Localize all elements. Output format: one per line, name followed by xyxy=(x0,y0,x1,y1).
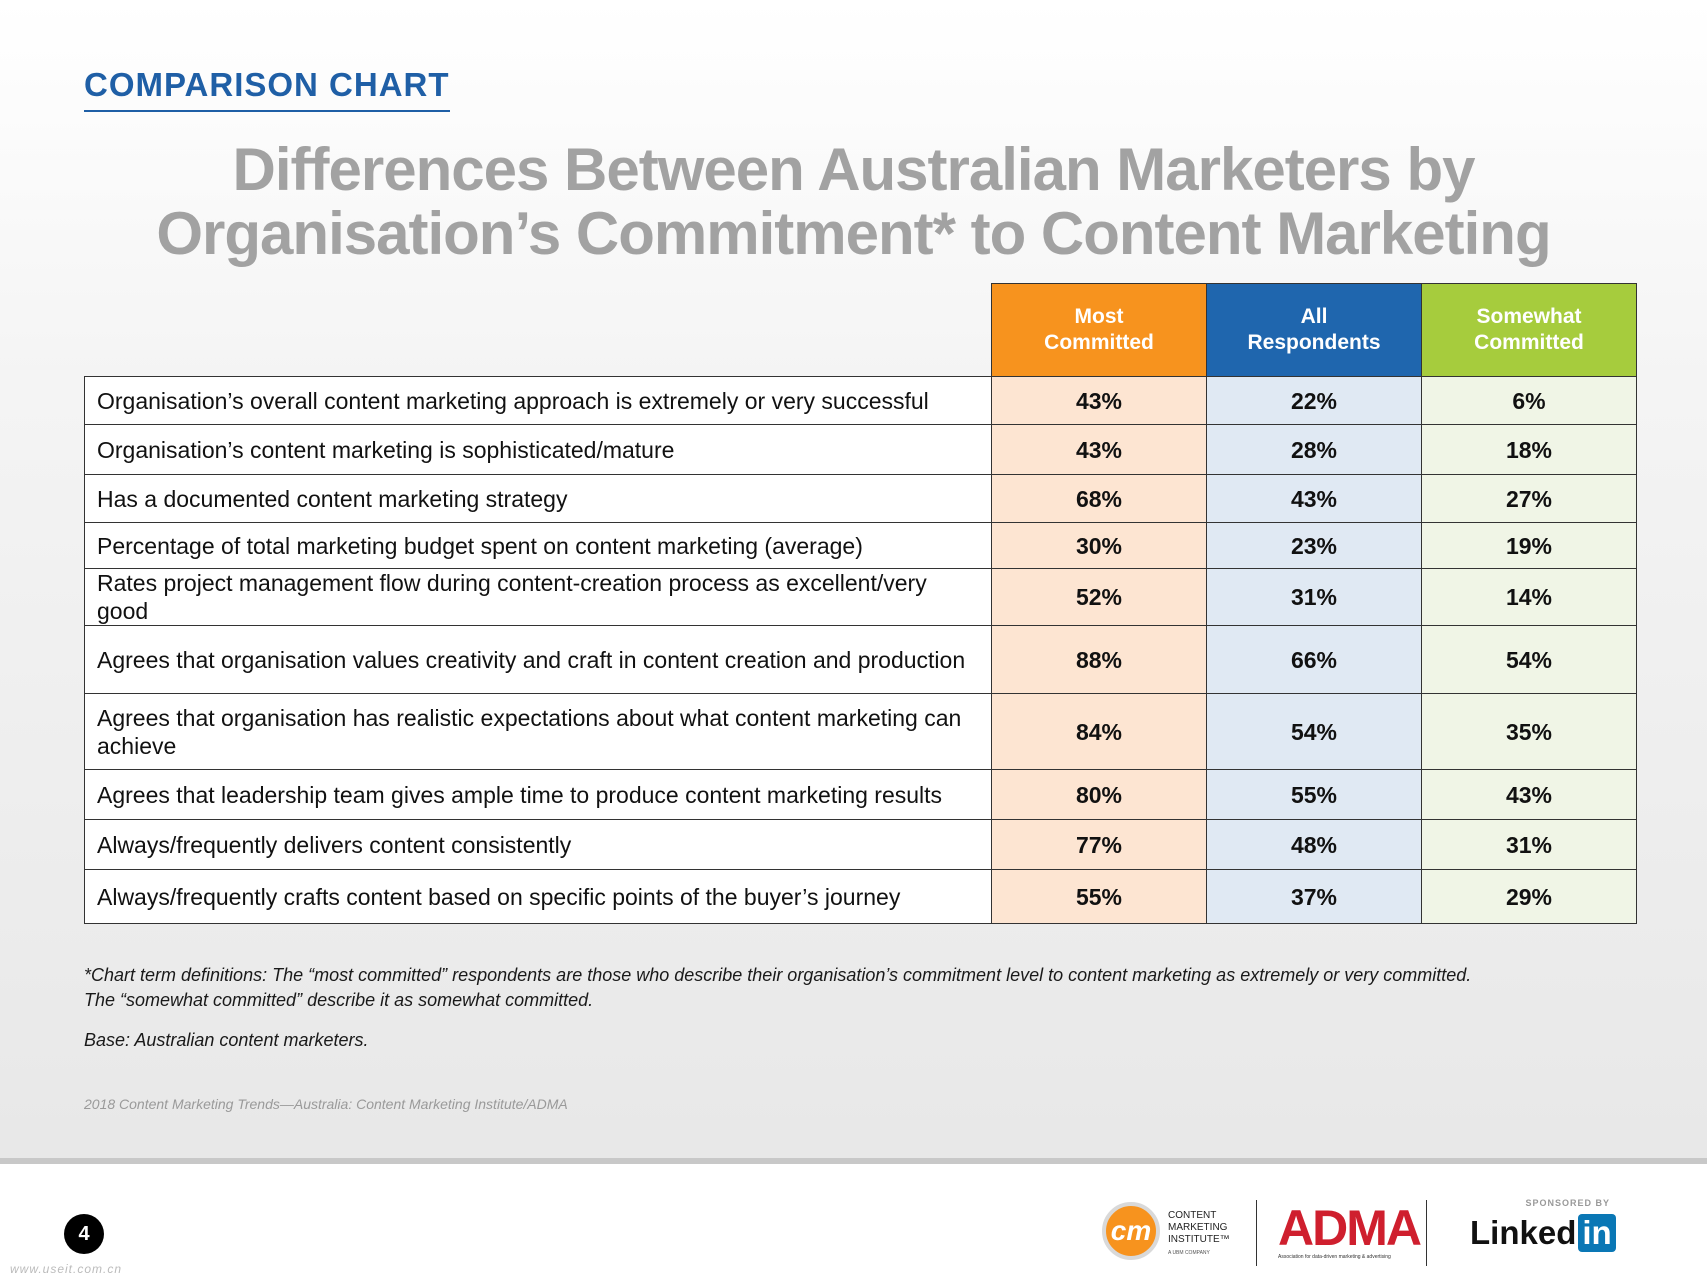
table-header-row: Most Committed All Respondents Somewhat … xyxy=(85,283,1637,377)
adma-logo: ADMA Association for data-driven marketi… xyxy=(1278,1200,1422,1272)
value-somewhat-committed: 18% xyxy=(1421,424,1637,475)
adma-logo-name: ADMA xyxy=(1278,1200,1422,1256)
linkedin-logo: SPONSORED BY Linked in xyxy=(1470,1198,1630,1270)
header-blank-cell xyxy=(85,284,992,377)
value-most-committed: 88% xyxy=(991,625,1207,694)
table-body: Organisation’s overall content marketing… xyxy=(84,376,1637,924)
table-row: Rates project management flow during con… xyxy=(84,568,1637,626)
cmi-logo-sub: A UBM COMPANY xyxy=(1168,1250,1210,1256)
value-somewhat-committed: 43% xyxy=(1421,769,1637,820)
value-most-committed: 84% xyxy=(991,693,1207,770)
base-note: Base: Australian content marketers. xyxy=(84,1030,369,1050)
cmi-logo-name: CONTENT MARKETING INSTITUTE™ xyxy=(1168,1210,1230,1245)
value-all-respondents: 66% xyxy=(1206,625,1422,694)
row-label: Agrees that organisation has realistic e… xyxy=(84,693,992,770)
table-row: Agrees that leadership team gives ample … xyxy=(84,769,1637,820)
row-label: Always/frequently crafts content based o… xyxy=(84,869,992,924)
row-label: Agrees that organisation values creativi… xyxy=(84,625,992,694)
source-note: 2018 Content Marketing Trends—Australia:… xyxy=(84,1096,568,1112)
cmi-logo-mark: cm xyxy=(1102,1202,1160,1260)
footer: 4 www.useit.com.cn cm CONTENT MARKETING … xyxy=(0,1158,1707,1280)
value-somewhat-committed: 6% xyxy=(1421,376,1637,425)
definitions-line-2: The “somewhat committed” describe it as … xyxy=(84,990,594,1010)
value-most-committed: 80% xyxy=(991,769,1207,820)
table-row: Agrees that organisation has realistic e… xyxy=(84,693,1637,770)
section-label: COMPARISON CHART xyxy=(84,66,450,112)
value-most-committed: 30% xyxy=(991,522,1207,569)
value-all-respondents: 55% xyxy=(1206,769,1422,820)
value-all-respondents: 31% xyxy=(1206,568,1422,626)
value-all-respondents: 23% xyxy=(1206,522,1422,569)
table-row: Always/frequently crafts content based o… xyxy=(84,869,1637,924)
value-all-respondents: 37% xyxy=(1206,869,1422,924)
title-line-1: Differences Between Australian Marketers… xyxy=(232,136,1476,203)
linkedin-word: Linked xyxy=(1470,1214,1577,1251)
value-most-committed: 77% xyxy=(991,819,1207,870)
page-title: Differences Between Australian Marketers… xyxy=(0,138,1707,266)
value-all-respondents: 54% xyxy=(1206,693,1422,770)
value-most-committed: 43% xyxy=(991,376,1207,425)
value-somewhat-committed: 14% xyxy=(1421,568,1637,626)
row-label: Always/frequently delivers content consi… xyxy=(84,819,992,870)
value-somewhat-committed: 19% xyxy=(1421,522,1637,569)
column-header-somewhat-committed: Somewhat Committed xyxy=(1421,283,1637,377)
logo-divider-1 xyxy=(1256,1200,1257,1266)
column-header-most-committed: Most Committed xyxy=(991,283,1207,377)
row-label: Percentage of total marketing budget spe… xyxy=(84,522,992,569)
adma-logo-sub: Association for data-driven marketing & … xyxy=(1278,1254,1391,1260)
linkedin-wordmark: Linked in xyxy=(1470,1214,1630,1252)
watermark: www.useit.com.cn xyxy=(10,1262,123,1276)
row-label: Has a documented content marketing strat… xyxy=(84,474,992,523)
table-row: Always/frequently delivers content consi… xyxy=(84,819,1637,870)
value-all-respondents: 22% xyxy=(1206,376,1422,425)
value-somewhat-committed: 54% xyxy=(1421,625,1637,694)
value-all-respondents: 43% xyxy=(1206,474,1422,523)
value-most-committed: 55% xyxy=(991,869,1207,924)
value-somewhat-committed: 27% xyxy=(1421,474,1637,523)
page-number: 4 xyxy=(64,1214,104,1254)
table-row: Percentage of total marketing budget spe… xyxy=(84,522,1637,569)
value-most-committed: 43% xyxy=(991,424,1207,475)
definitions-line-1: *Chart term definitions: The “most commi… xyxy=(84,965,1472,985)
sponsored-by-label: SPONSORED BY xyxy=(1525,1198,1610,1208)
definitions-note: *Chart term definitions: The “most commi… xyxy=(84,963,1644,1013)
row-label: Organisation’s content marketing is soph… xyxy=(84,424,992,475)
table-row: Agrees that organisation values creativi… xyxy=(84,625,1637,694)
row-label: Rates project management flow during con… xyxy=(84,568,992,626)
value-somewhat-committed: 35% xyxy=(1421,693,1637,770)
table-row: Has a documented content marketing strat… xyxy=(84,474,1637,523)
table-row: Organisation’s overall content marketing… xyxy=(84,376,1637,425)
row-label: Organisation’s overall content marketing… xyxy=(84,376,992,425)
value-all-respondents: 48% xyxy=(1206,819,1422,870)
value-most-committed: 52% xyxy=(991,568,1207,626)
logo-divider-2 xyxy=(1426,1200,1427,1266)
column-header-all-respondents: All Respondents xyxy=(1206,283,1422,377)
table-row: Organisation’s content marketing is soph… xyxy=(84,424,1637,475)
title-line-2: Organisation’s Commitment* to Content Ma… xyxy=(156,200,1551,267)
value-all-respondents: 28% xyxy=(1206,424,1422,475)
value-most-committed: 68% xyxy=(991,474,1207,523)
value-somewhat-committed: 31% xyxy=(1421,819,1637,870)
value-somewhat-committed: 29% xyxy=(1421,869,1637,924)
cmi-logo: cm CONTENT MARKETING INSTITUTE™ A UBM CO… xyxy=(1098,1198,1238,1270)
comparison-table: Most Committed All Respondents Somewhat … xyxy=(84,283,1637,924)
linkedin-in-icon: in xyxy=(1578,1214,1616,1252)
row-label: Agrees that leadership team gives ample … xyxy=(84,769,992,820)
